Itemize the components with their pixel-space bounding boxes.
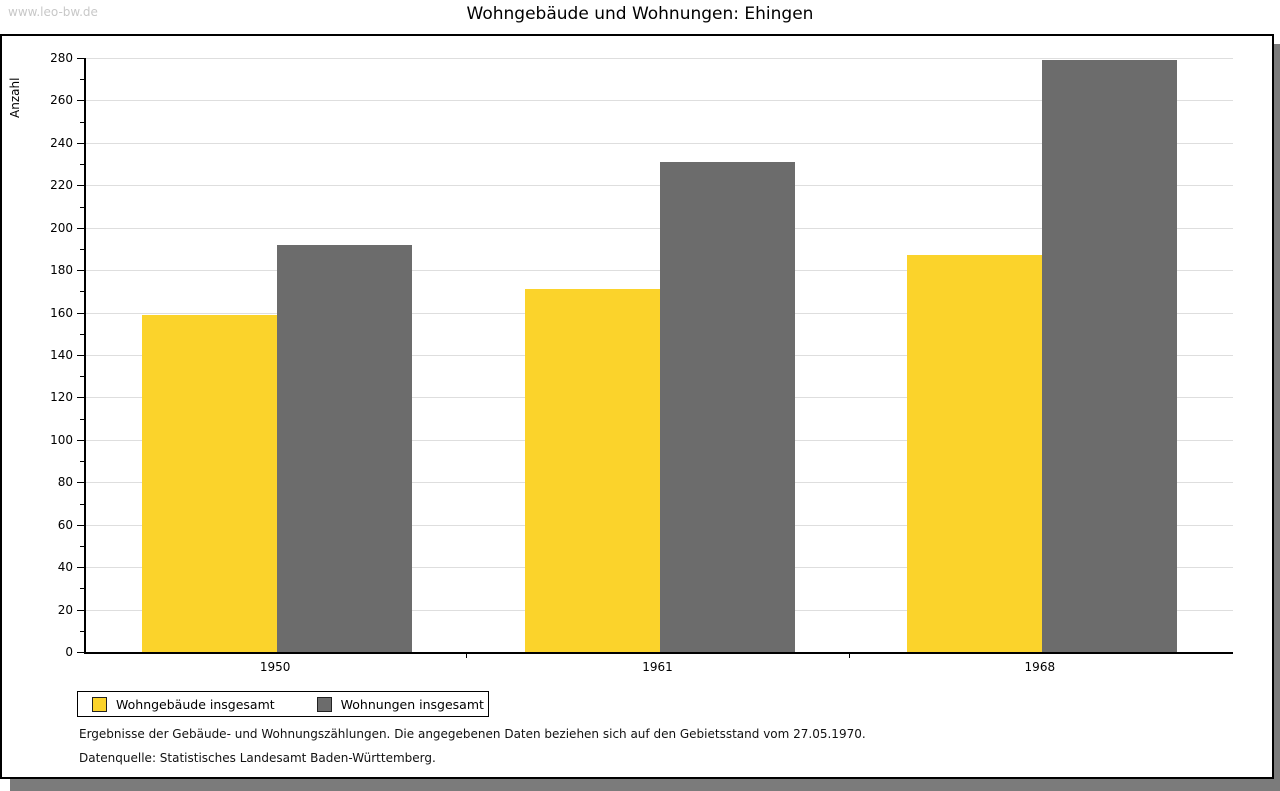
x-axis-group-tick <box>848 652 850 658</box>
watermark: www.leo-bw.de <box>8 5 98 19</box>
y-axis-tick-label: 180 <box>50 263 73 278</box>
y-axis-tick-label: 40 <box>57 560 73 575</box>
y-axis-minor-tick <box>80 545 84 547</box>
y-axis-tick-label: 20 <box>57 602 73 617</box>
bar-1961-wohnungen <box>659 161 795 652</box>
bar-1968-wohnungen <box>1041 60 1177 652</box>
chart-panel: Anzahl Wohngebäude insgesamt Wohnungen in… <box>0 34 1274 779</box>
plot-area <box>84 58 1233 654</box>
y-axis-minor-tick <box>80 121 84 123</box>
legend: Wohngebäude insgesamt Wohnungen insgesamt <box>77 691 489 717</box>
y-axis-minor-tick <box>80 79 84 81</box>
y-axis-minor-tick <box>80 418 84 420</box>
y-axis-major-tick <box>77 524 84 526</box>
legend-swatch-icon <box>92 696 107 712</box>
y-axis-tick-label: 60 <box>57 517 73 532</box>
y-axis-major-tick <box>77 270 84 272</box>
y-axis-minor-tick <box>80 503 84 505</box>
panel-shadow-bottom <box>10 779 1280 791</box>
legend-item: Wohngebäude insgesamt <box>92 696 275 712</box>
y-axis-minor-tick <box>80 291 84 293</box>
chart-title: Wohngebäude und Wohnungen: Ehingen <box>466 4 814 24</box>
gridline <box>86 58 1233 59</box>
x-axis-group-tick <box>466 652 468 658</box>
bar-1950-wohngebaeude <box>142 314 278 652</box>
y-axis-tick-label: 160 <box>50 305 73 320</box>
y-axis-minor-tick <box>80 376 84 378</box>
y-axis-major-tick <box>77 185 84 187</box>
y-axis-major-tick <box>77 439 84 441</box>
bar-1968-wohngebaeude <box>906 255 1042 652</box>
y-axis-tick-label: 0 <box>65 645 73 659</box>
bar-1950-wohnungen <box>277 244 413 652</box>
y-axis-major-tick <box>77 312 84 314</box>
y-axis-minor-tick <box>80 630 84 632</box>
y-axis-major-tick <box>77 482 84 484</box>
y-axis-major-tick <box>77 355 84 356</box>
y-axis-tick-label: 200 <box>50 220 73 235</box>
gridline <box>86 142 1233 144</box>
legend-swatch-icon <box>316 696 332 712</box>
y-axis-tick-label: 120 <box>50 390 73 405</box>
y-axis-minor-tick <box>80 461 84 463</box>
y-axis-major-tick <box>77 652 84 653</box>
y-axis-tick-label: 260 <box>50 93 73 108</box>
x-axis-category-label: 1968 <box>1024 660 1056 674</box>
y-axis-minor-tick <box>80 333 84 335</box>
y-axis-major-tick <box>77 567 84 569</box>
y-axis-major-tick <box>77 58 84 59</box>
y-axis-tick-label: 100 <box>50 432 73 447</box>
legend-label: Wohnungen insgesamt <box>340 696 484 712</box>
y-axis-major-tick <box>77 397 84 399</box>
y-axis-tick-label: 80 <box>57 475 73 490</box>
y-axis-minor-tick <box>80 164 84 166</box>
legend-item: Wohnungen insgesamt <box>316 696 484 712</box>
y-axis-major-tick <box>77 227 84 229</box>
footnote-line2: Datenquelle: Statistisches Landesamt Bad… <box>79 751 436 765</box>
gridline <box>86 100 1233 102</box>
y-axis-tick-label: 240 <box>50 135 73 150</box>
legend-label: Wohngebäude insgesamt <box>116 696 275 712</box>
bar-1961-wohngebaeude <box>524 289 660 652</box>
y-axis-tick-label: 220 <box>50 178 73 193</box>
y-axis-major-tick <box>77 100 84 102</box>
footnote-line1: Ergebnisse der Gebäude- und Wohnungszähl… <box>79 727 866 741</box>
y-axis-major-tick <box>77 609 84 611</box>
y-axis-label: Anzahl <box>8 77 22 118</box>
chart-canvas: Anzahl Wohngebäude insgesamt Wohnungen in… <box>2 36 1272 777</box>
panel-shadow-right <box>1274 44 1280 791</box>
x-axis-category-label: 1950 <box>259 660 291 674</box>
y-axis-major-tick <box>77 142 84 144</box>
y-axis-minor-tick <box>80 248 84 250</box>
y-axis-tick-label: 280 <box>50 51 73 65</box>
y-axis-minor-tick <box>80 206 84 208</box>
x-axis-category-label: 1961 <box>642 660 673 674</box>
y-axis-tick-label: 140 <box>50 348 73 362</box>
y-axis-minor-tick <box>80 588 84 590</box>
